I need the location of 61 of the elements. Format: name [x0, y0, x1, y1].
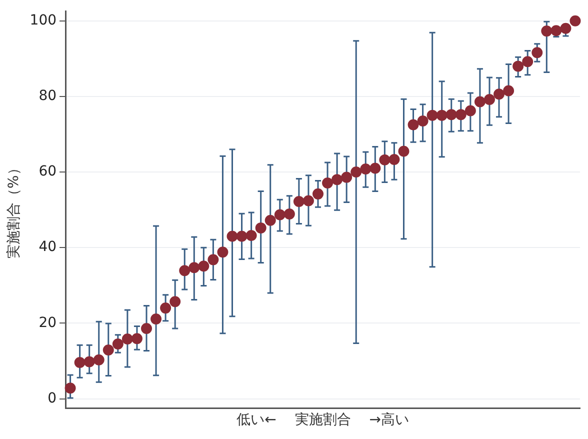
point [74, 356, 86, 368]
y-tick-label: 20 [38, 314, 57, 331]
y-tick-label: 40 [38, 239, 57, 256]
point [255, 222, 266, 234]
point [274, 209, 286, 220]
point [455, 109, 466, 120]
point [64, 382, 76, 394]
point [179, 265, 190, 276]
point [484, 94, 495, 105]
point [360, 163, 372, 174]
point [494, 88, 505, 100]
point [246, 230, 257, 241]
y-tick-label: 100 [30, 12, 57, 28]
point [522, 56, 534, 68]
point [512, 60, 524, 72]
y-axis-title: 実施割合（%） [6, 161, 22, 258]
y-tick-label: 80 [38, 88, 57, 104]
point [226, 230, 238, 242]
point [141, 322, 152, 334]
point [379, 154, 390, 166]
point [436, 110, 448, 121]
point [350, 166, 362, 178]
point [112, 338, 124, 350]
point [398, 146, 410, 157]
point [570, 15, 581, 26]
point [503, 85, 514, 96]
point [84, 356, 95, 368]
point [532, 47, 543, 58]
point [302, 195, 314, 206]
point [560, 22, 572, 34]
point [322, 177, 334, 188]
point [150, 314, 162, 325]
point [464, 105, 476, 116]
point [312, 188, 324, 200]
point [293, 196, 304, 207]
point [236, 230, 248, 242]
point [370, 162, 381, 174]
point [284, 208, 295, 220]
y-tick-label: 0 [48, 390, 57, 406]
y-tick-label: 60 [38, 164, 57, 180]
point [93, 354, 104, 366]
point [541, 26, 552, 37]
point [122, 334, 133, 345]
point [264, 214, 276, 226]
point [170, 296, 181, 308]
point [388, 154, 400, 166]
point [332, 174, 343, 186]
x-axis-title: 低い← 実施割合 →高い [236, 412, 409, 428]
point [417, 115, 428, 126]
point [446, 109, 457, 120]
point [341, 172, 352, 183]
point [208, 254, 219, 266]
point [102, 344, 114, 356]
point [160, 302, 172, 314]
point [408, 119, 419, 130]
point [474, 96, 486, 108]
point [198, 260, 210, 272]
point [217, 246, 228, 258]
point [131, 333, 142, 344]
point [188, 262, 200, 274]
point [426, 110, 438, 121]
